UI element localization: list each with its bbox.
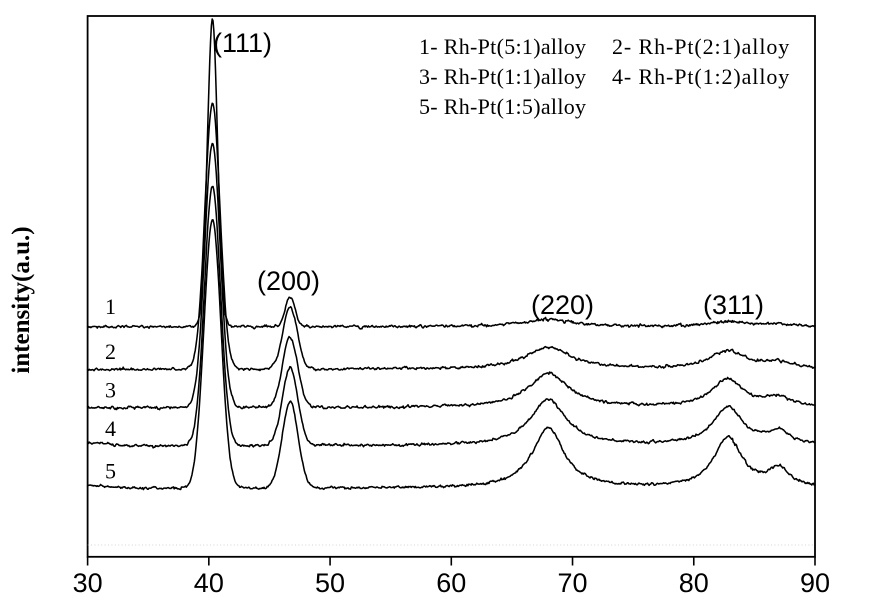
svg-text:50: 50 [315, 568, 345, 598]
svg-text:3: 3 [105, 378, 116, 403]
svg-text:70: 70 [558, 568, 588, 598]
svg-text:80: 80 [679, 568, 709, 598]
svg-text:90: 90 [800, 568, 830, 598]
svg-text:40: 40 [194, 568, 224, 598]
svg-text:60: 60 [436, 568, 466, 598]
svg-text:30: 30 [73, 568, 103, 598]
svg-text:2: 2 [105, 339, 116, 364]
svg-text:4: 4 [105, 416, 116, 441]
svg-text:5: 5 [105, 458, 116, 483]
svg-text:1: 1 [105, 294, 116, 319]
